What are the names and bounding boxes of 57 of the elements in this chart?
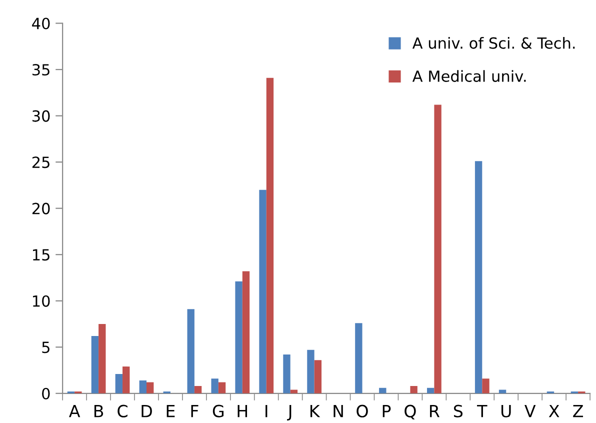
bar xyxy=(122,366,130,394)
x-tick-label: T xyxy=(477,405,488,418)
x-tick-label: I xyxy=(266,405,268,418)
y-tick-label: 30 xyxy=(32,110,50,122)
bar xyxy=(139,380,146,394)
x-tick-label: A xyxy=(68,405,80,418)
bar xyxy=(194,386,202,394)
bar xyxy=(146,382,154,394)
y-tick-label: 40 xyxy=(32,18,50,30)
x-tick-label: E xyxy=(166,405,175,418)
x-tick-label: S xyxy=(454,404,463,418)
bar xyxy=(235,281,242,394)
bar xyxy=(434,104,442,394)
x-tick-label: C xyxy=(118,404,128,418)
x-tick-label: D xyxy=(142,405,152,418)
y-tick-label: 5 xyxy=(42,342,50,354)
x-tick-label: F xyxy=(191,405,198,418)
bar xyxy=(115,374,123,394)
bar xyxy=(218,382,226,394)
bar xyxy=(474,161,482,394)
bar xyxy=(283,354,290,394)
x-tick-label: Z xyxy=(573,405,584,418)
x-tick-label: B xyxy=(94,405,104,418)
x-tick-label: R xyxy=(430,405,440,418)
x-tick-label: X xyxy=(548,405,560,418)
y-tick-label: 10 xyxy=(33,295,50,307)
bar xyxy=(266,78,274,394)
bar xyxy=(498,390,506,394)
x-tick-label: V xyxy=(524,405,536,418)
x-tick-label: N xyxy=(334,405,343,418)
x-tick-label: U xyxy=(501,405,511,418)
y-tick-label: 25 xyxy=(32,156,50,168)
x-tick-label: K xyxy=(310,405,320,418)
x-tick-label: H xyxy=(238,405,248,418)
bar xyxy=(290,390,298,394)
x-tick-label: P xyxy=(382,405,391,418)
y-tick-label: 0 xyxy=(42,388,50,400)
bar xyxy=(211,378,218,394)
x-tick-label: O xyxy=(356,404,368,418)
bar xyxy=(91,336,99,394)
y-tick-label: 15 xyxy=(33,249,50,261)
legend-label: A Medical univ. xyxy=(412,70,526,82)
y-tick-label: 35 xyxy=(32,64,50,76)
bar xyxy=(98,324,106,394)
bar xyxy=(187,309,194,394)
bar xyxy=(314,360,322,394)
y-tick-label: 20 xyxy=(32,202,50,214)
legend-label: A univ. of Sci. & Tech. xyxy=(412,37,575,49)
bar xyxy=(259,190,266,394)
x-tick-label: Q xyxy=(404,404,416,420)
bar xyxy=(355,323,362,394)
bar xyxy=(307,350,314,394)
bar xyxy=(482,378,490,394)
bar xyxy=(410,386,418,394)
x-tick-label: G xyxy=(212,404,224,418)
x-tick-label: J xyxy=(287,405,292,420)
bar xyxy=(242,271,250,394)
